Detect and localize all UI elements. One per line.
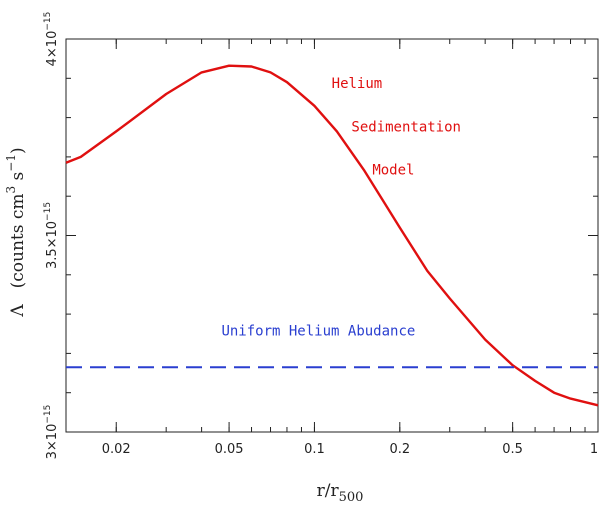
y-axis-label: Λ(counts cm3 s−1)	[4, 147, 28, 317]
annotation-model: Model	[372, 163, 414, 179]
annotation-uniform: Uniform Helium Abudance	[221, 324, 415, 340]
series-layer	[65, 64, 599, 407]
y-tick-label: 3.5×10−15	[43, 202, 60, 269]
y-tick-label: 3×10−15	[43, 405, 60, 460]
y-axis: 3×10−15 3.5×10−15 4×10−15	[43, 12, 598, 460]
x-tick-label: 1	[590, 442, 598, 457]
annotations: Helium Sedimentation Model Uniform Helium A…	[221, 76, 461, 340]
y-tick-label: 4×10−15	[43, 12, 60, 67]
annotation-helium: Helium	[332, 76, 383, 92]
plot-frame	[65, 38, 599, 433]
x-tick-label: 0.02	[102, 442, 131, 457]
x-tick-label: 0.1	[304, 442, 325, 457]
x-axis-label: r/r500	[317, 481, 364, 505]
x-tick-label: 0.05	[215, 442, 244, 457]
x-tick-label: 0.5	[502, 442, 523, 457]
annotation-sedimentation: Sedimentation	[351, 119, 461, 135]
x-axis: 0.02 0.05 0.1 0.2 0.5 1	[102, 39, 599, 457]
helium-sedimentation-line	[65, 64, 599, 407]
x-tick-label: 0.2	[389, 442, 410, 457]
